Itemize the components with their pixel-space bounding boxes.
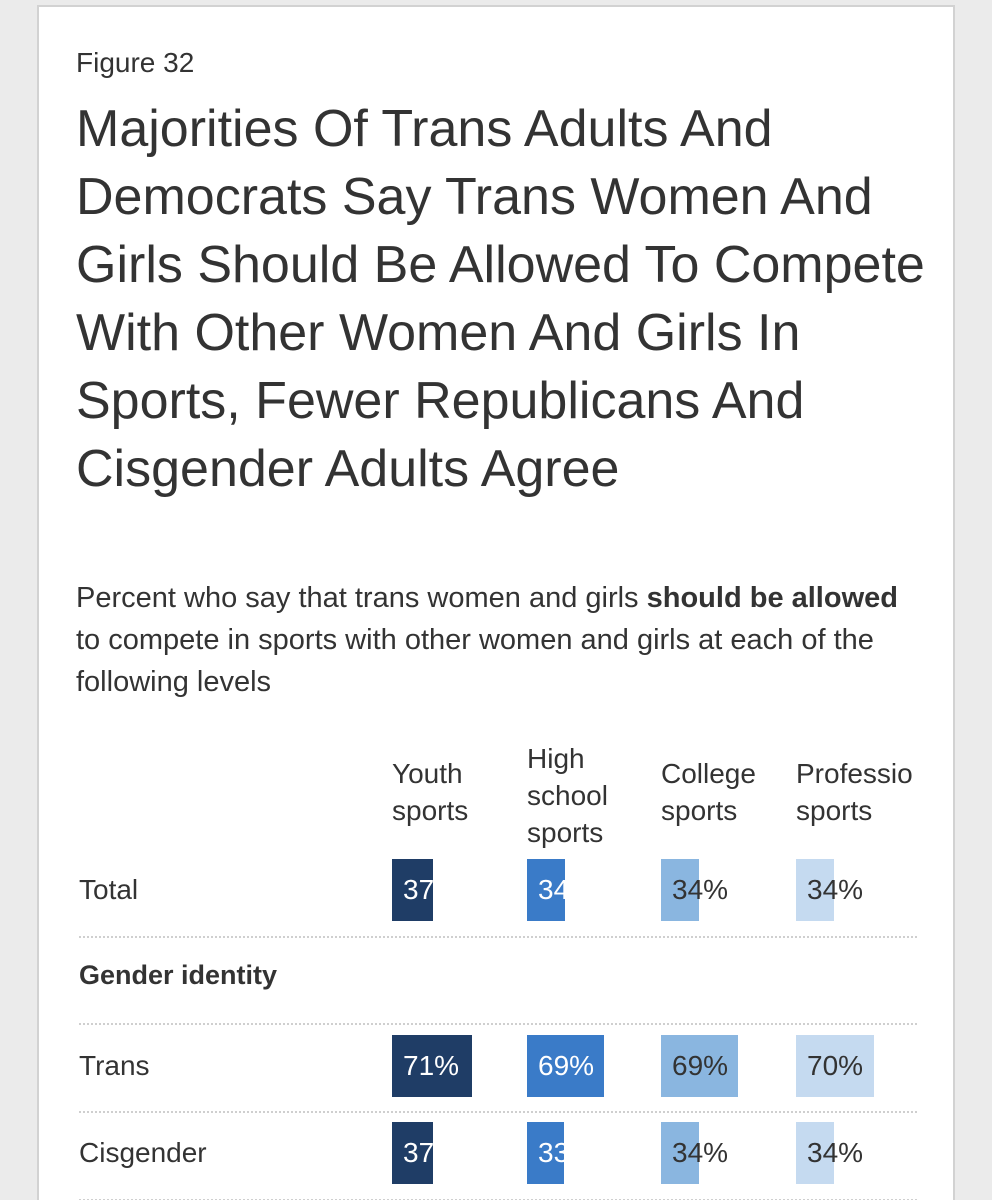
subtitle-text-bold: should be allowed bbox=[646, 582, 898, 614]
bar-total-2 bbox=[527, 859, 565, 921]
figure-label: Figure 32 bbox=[76, 47, 195, 78]
bar-cisgender-2 bbox=[527, 1122, 564, 1184]
value-label: 69% bbox=[538, 1050, 595, 1081]
row-label: Trans bbox=[79, 1050, 150, 1081]
value-label: 71% bbox=[403, 1050, 460, 1081]
bar-cisgender-1 bbox=[392, 1122, 433, 1184]
column-header-2: High school sports bbox=[527, 743, 608, 848]
bar-trans-1 bbox=[392, 1035, 472, 1097]
value-label: 70% bbox=[807, 1050, 864, 1081]
row-label: Total bbox=[79, 874, 139, 905]
value-label: 37 bbox=[403, 1137, 433, 1168]
bar-total-1 bbox=[392, 859, 433, 921]
column-header-1: Youth sports bbox=[392, 758, 469, 826]
value-label: 33 bbox=[538, 1137, 564, 1168]
value-label: 34% bbox=[672, 1137, 729, 1168]
figure-card: Figure 32 Majorities Of Trans Adults And… bbox=[37, 5, 955, 1200]
bar-total-3 bbox=[661, 859, 699, 921]
group-label: Gender identity bbox=[79, 960, 278, 990]
bar-trans-2 bbox=[527, 1035, 604, 1097]
bar-trans-4 bbox=[796, 1035, 874, 1097]
value-label: 34% bbox=[807, 874, 864, 905]
subtitle-text-after: to compete in sports with other women an… bbox=[76, 624, 874, 698]
value-label: 34% bbox=[672, 874, 729, 905]
row-label: Cisgender bbox=[79, 1137, 207, 1168]
value-label: 37 bbox=[403, 874, 433, 905]
value-label: 69% bbox=[672, 1050, 729, 1081]
chart-title: Majorities Of Trans Adults And Democrats… bbox=[76, 100, 925, 498]
value-label: 34 bbox=[538, 874, 565, 905]
row-divider bbox=[79, 1023, 917, 1025]
row-divider bbox=[79, 1111, 917, 1113]
bar-cisgender-4 bbox=[796, 1122, 834, 1184]
column-header-3: College sports bbox=[661, 758, 756, 826]
value-label: 34% bbox=[807, 1137, 864, 1168]
column-header-4: Professio sports bbox=[796, 758, 913, 826]
chart-subtitle: Percent who say that trans women and gir… bbox=[76, 577, 926, 703]
subtitle-text-before: Percent who say that trans women and gir… bbox=[76, 582, 647, 614]
bar-trans-3 bbox=[661, 1035, 738, 1097]
bar-total-4 bbox=[796, 859, 834, 921]
bar-cisgender-3 bbox=[661, 1122, 699, 1184]
row-divider bbox=[79, 936, 917, 938]
